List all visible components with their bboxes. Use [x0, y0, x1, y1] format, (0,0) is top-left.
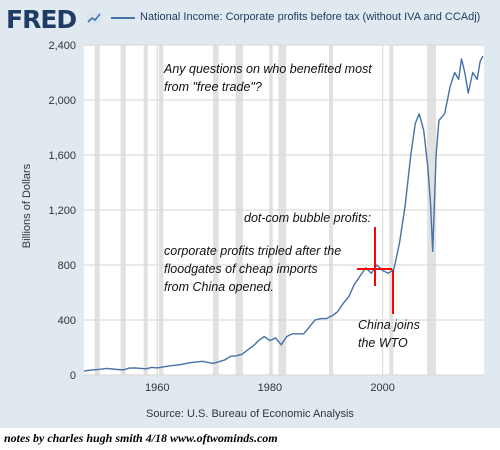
annotation-china-line2: the WTO [358, 336, 408, 350]
gridlines [84, 44, 484, 376]
legend-swatch [111, 17, 135, 19]
annotation-china-line1: China joins [358, 318, 420, 332]
annotation-tripled-line1: corporate profits tripled after the [164, 244, 341, 258]
y-tick-label: 400 [58, 315, 76, 327]
y-tick-label: 1,200 [48, 205, 76, 217]
annotation-question-line1: Any questions on who benefited most [163, 62, 372, 76]
fred-logo[interactable]: FRED [6, 5, 77, 34]
legend-label: National Income: Corporate profits befor… [140, 11, 481, 23]
y-tick-label: 2,000 [48, 95, 76, 107]
annotation-tripled-line2: floodgates of cheap imports [164, 262, 318, 276]
annotation-question-line2: from "free trade"? [164, 80, 262, 94]
notes-line[interactable]: notes by charles hugh smith 4/18 www.oft… [4, 431, 278, 445]
line-chart-icon [87, 12, 101, 24]
series-line [83, 55, 484, 372]
y-tick-label: 1,600 [48, 150, 76, 162]
x-tick-label: 2000 [370, 382, 394, 394]
annotation-tripled-line3: from China opened. [164, 280, 274, 294]
x-tick-label: 1960 [145, 382, 169, 394]
y-tick-label: 800 [58, 260, 76, 272]
source-label: Source: U.S. Bureau of Economic Analysis [146, 408, 354, 420]
y-tick-label: 0 [70, 370, 76, 382]
y-tick-label: 2,400 [48, 40, 76, 52]
annotation-dotcom: dot-com bubble profits: [244, 211, 371, 225]
tick-labels: 0 400 800 1,200 1,600 2,000 2,400 1960 1980 2000 [48, 40, 394, 394]
x-tick-label: 1980 [258, 382, 282, 394]
